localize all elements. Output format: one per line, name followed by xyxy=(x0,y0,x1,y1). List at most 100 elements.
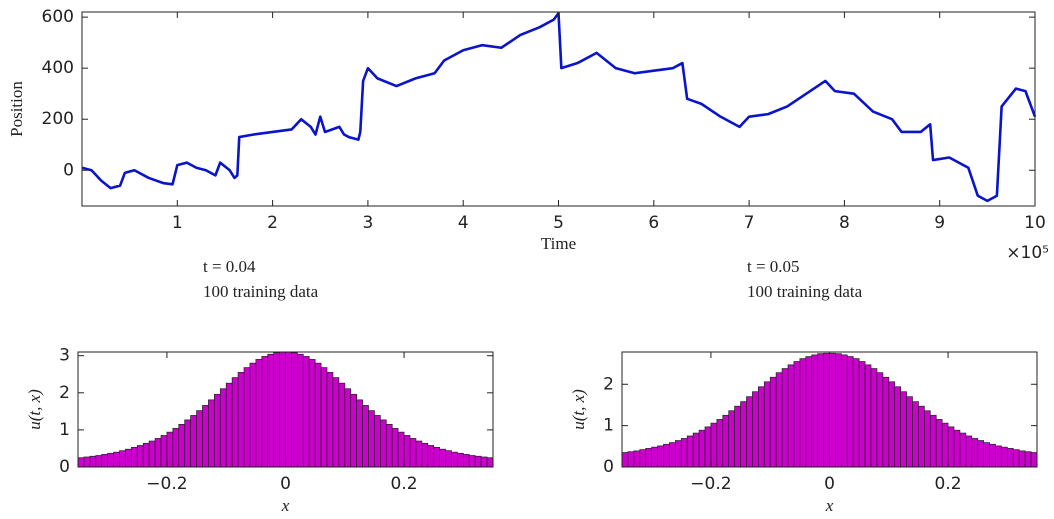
bar xyxy=(876,372,884,468)
bar xyxy=(829,352,836,468)
bar xyxy=(267,353,274,468)
bar xyxy=(805,356,813,468)
bar xyxy=(989,443,996,468)
bar xyxy=(811,354,818,468)
x-tick-label: 7 xyxy=(744,213,755,233)
bar xyxy=(793,361,801,468)
bar xyxy=(639,449,647,468)
bar xyxy=(142,442,150,468)
bar xyxy=(231,377,239,468)
bar xyxy=(427,445,435,468)
bar xyxy=(89,455,97,468)
bar xyxy=(113,451,120,468)
bar xyxy=(314,362,322,468)
bar xyxy=(273,352,280,468)
bar xyxy=(439,448,446,468)
bar xyxy=(858,361,866,468)
bar xyxy=(621,452,629,468)
bar xyxy=(686,435,694,468)
line xyxy=(81,11,1037,203)
bar xyxy=(971,438,979,468)
bar xyxy=(769,376,777,468)
bar xyxy=(83,456,91,468)
x-tick-label: 0 xyxy=(280,474,291,494)
x-axis-label: x xyxy=(825,496,834,515)
bar xyxy=(486,457,494,468)
bar xyxy=(912,401,919,468)
bar xyxy=(841,354,848,468)
bar xyxy=(219,388,227,468)
bar xyxy=(166,431,174,468)
bar xyxy=(368,410,375,468)
bar xyxy=(947,426,955,468)
x-tick-label: 10 xyxy=(1024,213,1046,233)
y-axis-label: u(t, x) xyxy=(25,389,44,430)
bar xyxy=(953,429,961,468)
bar xyxy=(627,451,635,468)
bar xyxy=(356,399,363,468)
bar xyxy=(645,448,652,468)
bar xyxy=(704,426,712,468)
bar xyxy=(698,429,706,468)
x-axis-label: Time xyxy=(541,234,576,253)
bar xyxy=(415,440,423,468)
bar xyxy=(326,372,334,468)
bar xyxy=(214,393,221,468)
bar xyxy=(1012,449,1020,468)
bar xyxy=(959,432,967,468)
bar xyxy=(864,364,872,468)
chart-subtitle: 100 training data xyxy=(203,282,319,301)
bar xyxy=(675,440,682,468)
bar xyxy=(374,415,381,468)
bar xyxy=(1007,448,1014,468)
bar xyxy=(758,386,765,468)
y-tick-label: 0 xyxy=(603,457,614,477)
bar xyxy=(935,419,943,468)
bar xyxy=(965,435,973,468)
bar xyxy=(391,428,399,468)
bar xyxy=(716,419,724,468)
bar xyxy=(894,386,901,468)
x-tick-label: 9 xyxy=(934,213,945,233)
y-tick-label: 2 xyxy=(603,374,614,394)
bar xyxy=(297,353,304,468)
y-tick-label: 0 xyxy=(63,160,74,180)
bar xyxy=(131,446,138,468)
bar xyxy=(344,388,352,468)
bar xyxy=(633,450,641,468)
bar xyxy=(154,438,162,468)
bar xyxy=(870,368,878,468)
bar xyxy=(752,391,759,468)
bar xyxy=(237,372,245,468)
bar xyxy=(941,422,949,468)
bar xyxy=(409,438,417,468)
x-tick-label: 6 xyxy=(648,213,659,233)
bar xyxy=(243,367,251,468)
y-tick-label: 0 xyxy=(59,457,70,477)
bar xyxy=(663,443,670,468)
bar xyxy=(882,376,890,468)
x-tick-label: 1 xyxy=(172,213,183,233)
bar xyxy=(740,401,747,468)
y-tick-label: 600 xyxy=(42,7,74,27)
bar xyxy=(101,454,108,468)
bar xyxy=(463,454,470,468)
bar xyxy=(172,428,180,468)
bar xyxy=(451,451,458,468)
bar xyxy=(249,362,257,468)
bar xyxy=(95,455,103,468)
y-tick-label: 1 xyxy=(603,416,614,436)
bar xyxy=(1001,446,1008,468)
bar xyxy=(846,356,854,468)
x-tick-label: −0.2 xyxy=(146,474,187,494)
bar xyxy=(852,358,860,468)
bar xyxy=(421,442,429,468)
chart-title: t = 0.05 xyxy=(747,257,800,276)
bar xyxy=(651,446,658,468)
axes-frame xyxy=(81,11,1036,207)
x-tick-label: 8 xyxy=(839,213,850,233)
y-tick-label: 200 xyxy=(42,109,74,129)
bar xyxy=(781,368,789,468)
bar xyxy=(403,435,411,468)
